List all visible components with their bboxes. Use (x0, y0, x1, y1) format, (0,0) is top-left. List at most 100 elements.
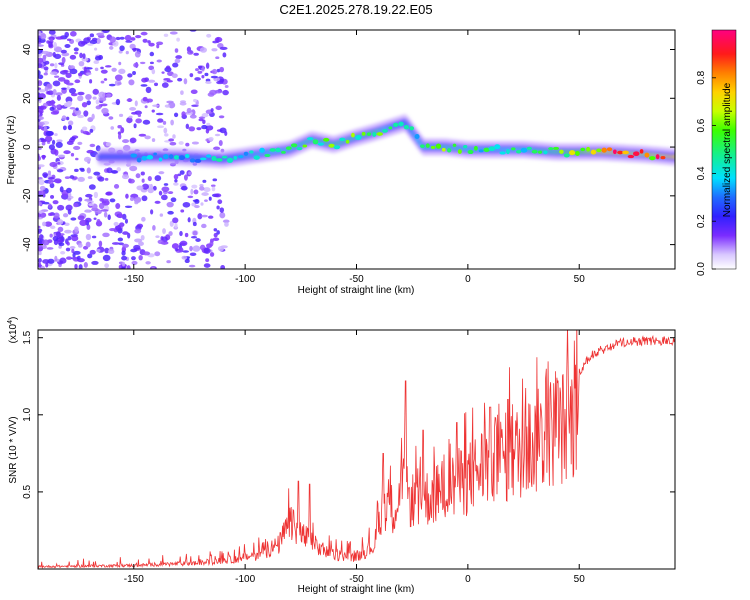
noise-blob (193, 189, 199, 195)
noise-blob (183, 78, 188, 85)
noise-blob (204, 199, 208, 202)
noise-blob (192, 245, 201, 252)
ridge-blob (467, 149, 474, 155)
noise-blob (51, 139, 56, 145)
noise-blob (38, 237, 42, 244)
noise-blob (188, 126, 196, 132)
noise-blob (42, 172, 49, 178)
ridge-blob (376, 132, 383, 136)
noise-blob (200, 202, 204, 206)
ridge-blob (596, 148, 602, 153)
noise-blob (107, 214, 111, 221)
noise-blob (179, 170, 185, 175)
ridge-blob (511, 147, 516, 151)
noise-blob (52, 80, 61, 87)
noise-blob (169, 141, 177, 146)
noise-blob (213, 146, 221, 151)
noise-blob (115, 36, 121, 41)
colorbar-tick-label: 0.8 (696, 70, 707, 84)
noise-blob (99, 96, 107, 102)
ridge-blob (590, 149, 597, 155)
noise-blob (118, 68, 126, 74)
noise-blob (84, 198, 92, 202)
noise-blob (49, 71, 58, 76)
noise-blob (151, 266, 155, 269)
noise-blob (180, 209, 185, 213)
noise-blob (67, 192, 72, 198)
noise-blob (57, 77, 66, 82)
noise-blob (201, 223, 207, 229)
noise-blob (199, 186, 205, 191)
noise-blob (86, 149, 95, 154)
ridge-blob (601, 147, 607, 153)
snr-x-label: Height of straight line (km) (298, 584, 415, 595)
noise-blob (77, 176, 85, 182)
noise-blob (156, 125, 165, 129)
noise-blob (173, 112, 179, 118)
noise-blob (187, 195, 194, 199)
noise-blob (121, 266, 126, 269)
noise-blob (56, 169, 64, 173)
noise-blob (44, 86, 49, 92)
noise-blob (154, 200, 161, 204)
noise-blob (218, 139, 223, 146)
noise-blob (129, 165, 138, 172)
noise-blob (189, 252, 197, 257)
noise-blob (166, 201, 174, 208)
ridge-blob (146, 155, 154, 160)
noise-blob (103, 211, 108, 218)
ridge-blob (632, 151, 640, 157)
ridge-blob (655, 154, 660, 160)
noise-blob (93, 217, 97, 220)
noise-blob (69, 246, 76, 249)
noise-blob (54, 149, 59, 156)
noise-blob (140, 171, 145, 176)
noise-blob (168, 138, 175, 142)
noise-blob (113, 221, 119, 227)
noise-blob (214, 193, 222, 198)
noise-blob (55, 141, 63, 148)
snr-plot-area (38, 330, 675, 569)
noise-blob (71, 235, 79, 242)
snr-x-tick-label: 0 (465, 574, 471, 585)
noise-blob (177, 173, 182, 177)
noise-blob (117, 237, 124, 242)
noise-blob (140, 234, 145, 241)
ridge-blob (622, 150, 629, 155)
noise-blob (87, 117, 94, 123)
noise-blob (174, 48, 179, 53)
noise-blob (89, 128, 94, 133)
noise-blob (210, 184, 216, 188)
noise-blob (68, 87, 77, 94)
noise-blob (128, 115, 133, 119)
ridge-blob (264, 153, 271, 158)
noise-blob (125, 40, 133, 43)
noise-blob (73, 250, 81, 255)
spectrogram-x-tick-label: 0 (465, 274, 471, 285)
noise-blob (49, 106, 55, 112)
noise-blob (99, 197, 105, 202)
noise-blob (41, 50, 50, 55)
noise-blob (182, 201, 191, 208)
ridge-blob (382, 129, 388, 133)
noise-blob (66, 100, 73, 106)
ridge-blob (130, 153, 138, 158)
noise-blob (156, 59, 162, 63)
noise-blob (205, 258, 210, 263)
chart-title: C2E1.2025.278.19.22.E05 (279, 2, 432, 17)
noise-blob (135, 35, 142, 39)
noise-blob (87, 253, 93, 259)
noise-blob (38, 251, 42, 256)
noise-blob (42, 259, 50, 264)
noise-blob (172, 217, 179, 224)
noise-blob (222, 219, 230, 223)
ridge-blob (639, 149, 644, 154)
snr-y-tick-label: 1.0 (22, 407, 33, 421)
noise-blob (105, 142, 112, 147)
noise-blob (50, 110, 59, 115)
ridge-blob (339, 137, 346, 142)
noise-blob (38, 121, 45, 126)
ridge-blob (483, 147, 490, 153)
noise-blob (48, 41, 53, 48)
noise-blob (70, 217, 77, 221)
